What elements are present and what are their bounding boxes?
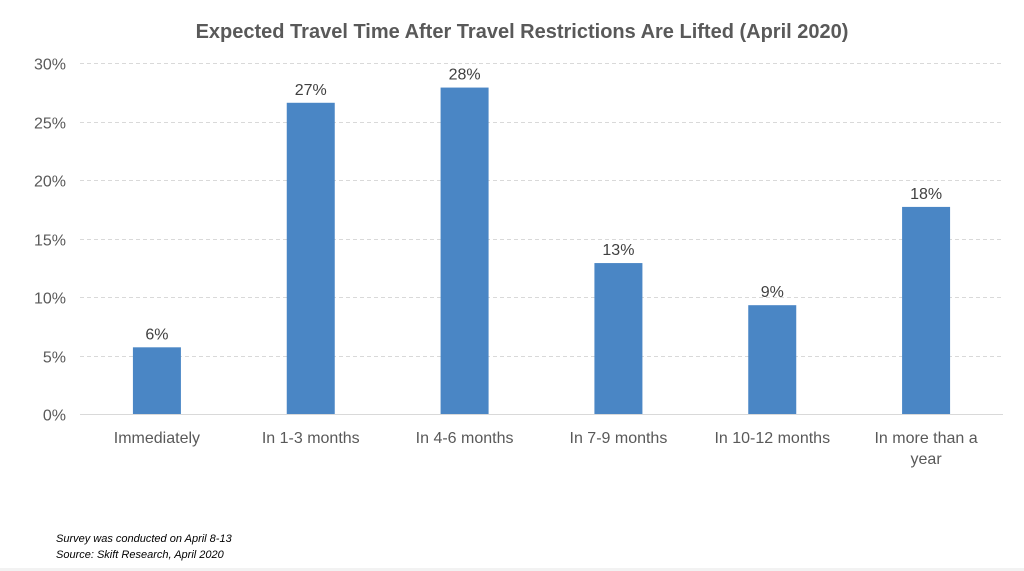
data-labels: 6% 27% 28% 13% 9% 18% xyxy=(145,67,942,344)
y-tick-label: 0% xyxy=(43,408,66,425)
chart-title: Expected Travel Time After Travel Restri… xyxy=(196,21,849,43)
y-tick-label: 10% xyxy=(34,291,66,308)
data-label: 6% xyxy=(145,326,168,343)
bar xyxy=(440,87,489,414)
bar xyxy=(902,206,951,414)
y-tick-label: 5% xyxy=(43,350,66,367)
x-category-label: In 10-12 months xyxy=(714,430,830,447)
data-label: 18% xyxy=(910,186,942,203)
bars xyxy=(132,87,951,414)
x-category-label: In 4-6 months xyxy=(416,430,514,447)
y-tick-label: 30% xyxy=(34,57,66,74)
bottom-divider xyxy=(0,568,1024,571)
data-label: 9% xyxy=(761,284,784,301)
survey-date-note: Survey was conducted on April 8-13 xyxy=(56,533,232,545)
x-category-label: In 1-3 months xyxy=(262,430,360,447)
bar xyxy=(594,263,643,414)
bar xyxy=(748,305,797,414)
data-label: 28% xyxy=(449,67,481,84)
y-tick-label: 20% xyxy=(34,174,66,191)
x-category-label: In more than a year xyxy=(874,430,977,468)
x-category-label: Immediately xyxy=(114,430,200,447)
data-label: 27% xyxy=(295,82,327,99)
y-axis-tick-labels: 0% 5% 10% 15% 20% 25% 30% xyxy=(34,57,66,425)
y-tick-label: 15% xyxy=(34,233,66,250)
gridlines xyxy=(80,63,1003,415)
source-note: Source: Skift Research, April 2020 xyxy=(56,549,224,561)
bar xyxy=(286,102,335,414)
x-category-label: In 7-9 months xyxy=(570,430,668,447)
bar xyxy=(132,347,181,414)
y-tick-label: 25% xyxy=(34,116,66,133)
x-axis-category-labels: Immediately In 1-3 months In 4-6 months In … xyxy=(114,430,978,468)
data-label: 13% xyxy=(602,242,634,259)
